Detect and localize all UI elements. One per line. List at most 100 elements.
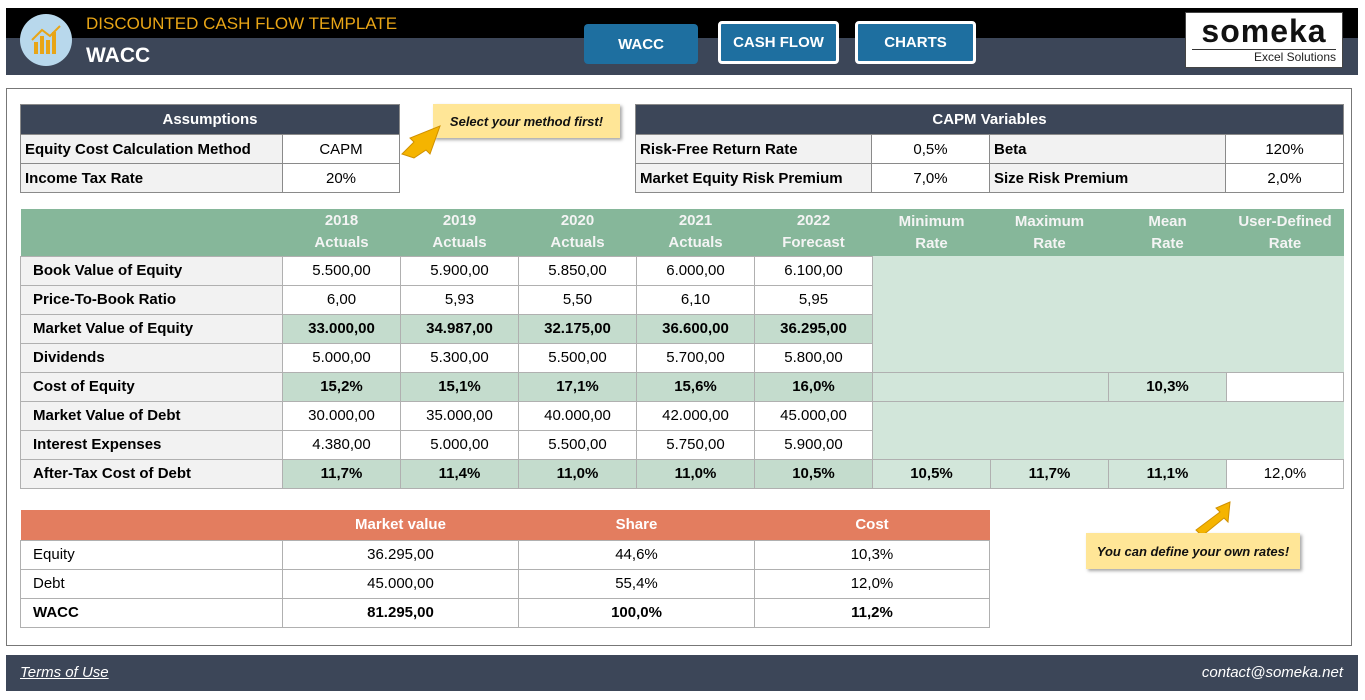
share-cell: 100,0%: [518, 597, 755, 628]
data-cell[interactable]: 5,95: [754, 284, 873, 315]
assumptions-title: Assumptions: [20, 104, 400, 135]
assumption-label: Equity Cost Calculation Method: [20, 134, 283, 164]
risk-free-input[interactable]: 0,5%: [871, 134, 990, 164]
row-label: Market Value of Equity: [20, 313, 283, 344]
data-cell[interactable]: 6.100,00: [754, 255, 873, 286]
contact-email-link[interactable]: contact@someka.net: [1201, 664, 1343, 681]
col-header: Minimum Rate: [872, 209, 991, 256]
capm-label: Risk-Free Return Rate: [635, 134, 872, 164]
income-tax-input[interactable]: 20%: [282, 163, 400, 193]
wacc-table-corner: [20, 510, 283, 540]
data-cell[interactable]: 6,00: [282, 284, 401, 315]
assumptions-table: Assumptions Equity Cost Calculation Meth…: [20, 104, 400, 193]
beta-input[interactable]: 120%: [1225, 134, 1344, 164]
col-header: 2021 Actuals: [636, 209, 755, 256]
data-cell[interactable]: 5.750,00: [636, 429, 755, 460]
col-header: Maximum Rate: [990, 209, 1109, 256]
computed-cell: 15,2%: [282, 371, 401, 402]
data-cell[interactable]: 5.500,00: [518, 429, 637, 460]
page-title: WACC: [86, 44, 151, 67]
data-cell[interactable]: 42.000,00: [636, 400, 755, 431]
data-cell[interactable]: 5.000,00: [282, 342, 401, 373]
data-cell[interactable]: 5.800,00: [754, 342, 873, 373]
row-label: Interest Expenses: [20, 429, 283, 460]
chart-logo-icon: [20, 14, 72, 66]
col-header-year: 2018: [324, 212, 359, 230]
data-cell[interactable]: 35.000,00: [400, 400, 519, 431]
data-cell[interactable]: 5.500,00: [282, 255, 401, 286]
market-value-cell: 45.000,00: [282, 568, 519, 599]
user-rate-input[interactable]: [1226, 371, 1344, 402]
app-title: DISCOUNTED CASH FLOW TEMPLATE: [86, 14, 398, 33]
col-header: 2022 Forecast: [754, 209, 873, 256]
equity-risk-premium-input[interactable]: 7,0%: [871, 163, 990, 193]
col-header: Cost: [754, 510, 990, 540]
capm-label: Market Equity Risk Premium: [635, 163, 872, 193]
mean-rate-cell: 11,1%: [1108, 458, 1227, 489]
computed-cell: 16,0%: [754, 371, 873, 402]
col-header-sub: Rate: [915, 234, 948, 252]
col-header-title: Mean: [1148, 212, 1187, 230]
brand-subtitle: Excel Solutions: [1192, 49, 1336, 65]
brand-logo[interactable]: someka Excel Solutions: [1185, 12, 1343, 68]
data-cell[interactable]: 5,50: [518, 284, 637, 315]
data-cell[interactable]: 5.900,00: [754, 429, 873, 460]
data-cell[interactable]: 30.000,00: [282, 400, 401, 431]
user-rate-input[interactable]: 12,0%: [1226, 458, 1344, 489]
content-frame: [6, 88, 1352, 646]
data-cell[interactable]: 5.850,00: [518, 255, 637, 286]
row-label: Book Value of Equity: [20, 255, 283, 286]
nav-wacc-button[interactable]: WACC: [584, 24, 698, 64]
col-header: 2020 Actuals: [518, 209, 637, 256]
col-header-year: 2022: [796, 212, 831, 230]
size-risk-premium-input[interactable]: 2,0%: [1225, 163, 1344, 193]
data-cell[interactable]: 5.500,00: [518, 342, 637, 373]
data-cell[interactable]: 5.700,00: [636, 342, 755, 373]
data-cell[interactable]: 5.900,00: [400, 255, 519, 286]
data-cell[interactable]: 40.000,00: [518, 400, 637, 431]
computed-cell: 34.987,00: [400, 313, 519, 344]
data-cell[interactable]: 5.300,00: [400, 342, 519, 373]
equity-method-select[interactable]: CAPM: [282, 134, 400, 164]
data-cell[interactable]: 6,10: [636, 284, 755, 315]
col-header-sub: Rate: [1151, 234, 1184, 252]
row-label: After-Tax Cost of Debt: [20, 458, 283, 489]
col-header-year: 2020: [560, 212, 595, 230]
col-header-sub: Actuals: [432, 234, 487, 252]
market-value-cell: 36.295,00: [282, 539, 519, 570]
empty-rate-area: [872, 256, 1344, 372]
col-header-sub: Actuals: [668, 234, 723, 252]
data-cell[interactable]: 4.380,00: [282, 429, 401, 460]
row-label: Cost of Equity: [20, 371, 283, 402]
capm-table: CAPM Variables Risk-Free Return Rate 0,5…: [635, 104, 1344, 193]
data-cell[interactable]: 5,93: [400, 284, 519, 315]
data-table-corner: [20, 209, 283, 256]
capm-label: Beta: [989, 134, 1226, 164]
col-header-sub: Rate: [1033, 234, 1066, 252]
data-cell[interactable]: 5.000,00: [400, 429, 519, 460]
computed-cell: 11,0%: [636, 458, 755, 489]
data-cell[interactable]: 45.000,00: [754, 400, 873, 431]
computed-cell: 33.000,00: [282, 313, 401, 344]
mean-rate-cell: 10,3%: [1108, 371, 1227, 402]
col-header: Market value: [282, 510, 519, 540]
cost-cell: 12,0%: [754, 568, 990, 599]
computed-cell: 15,6%: [636, 371, 755, 402]
share-cell: 44,6%: [518, 539, 755, 570]
method-note: Select your method first!: [433, 104, 620, 138]
capm-label: Size Risk Premium: [989, 163, 1226, 193]
computed-cell: 11,0%: [518, 458, 637, 489]
col-header-year: 2021: [678, 212, 713, 230]
footer-bar: [6, 655, 1358, 691]
data-cell[interactable]: 6.000,00: [636, 255, 755, 286]
cost-data-table: 2018 Actuals 2019 Actuals 2020 Actuals 2021…: [20, 209, 1344, 489]
nav-charts-button[interactable]: CHARTS: [855, 21, 976, 64]
min-rate-cell: 10,5%: [872, 458, 991, 489]
terms-of-use-link[interactable]: Terms of Use: [20, 664, 109, 681]
row-label: Price-To-Book Ratio: [20, 284, 283, 315]
nav-cash-flow-button[interactable]: CASH FLOW: [718, 21, 839, 64]
rates-note: You can define your own rates!: [1086, 533, 1300, 569]
empty-rate-area: [872, 401, 1344, 459]
computed-cell: 10,5%: [754, 458, 873, 489]
col-header: 2018 Actuals: [282, 209, 401, 256]
